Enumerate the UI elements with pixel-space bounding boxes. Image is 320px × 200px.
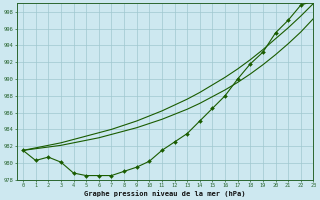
X-axis label: Graphe pression niveau de la mer (hPa): Graphe pression niveau de la mer (hPa) xyxy=(84,190,246,197)
